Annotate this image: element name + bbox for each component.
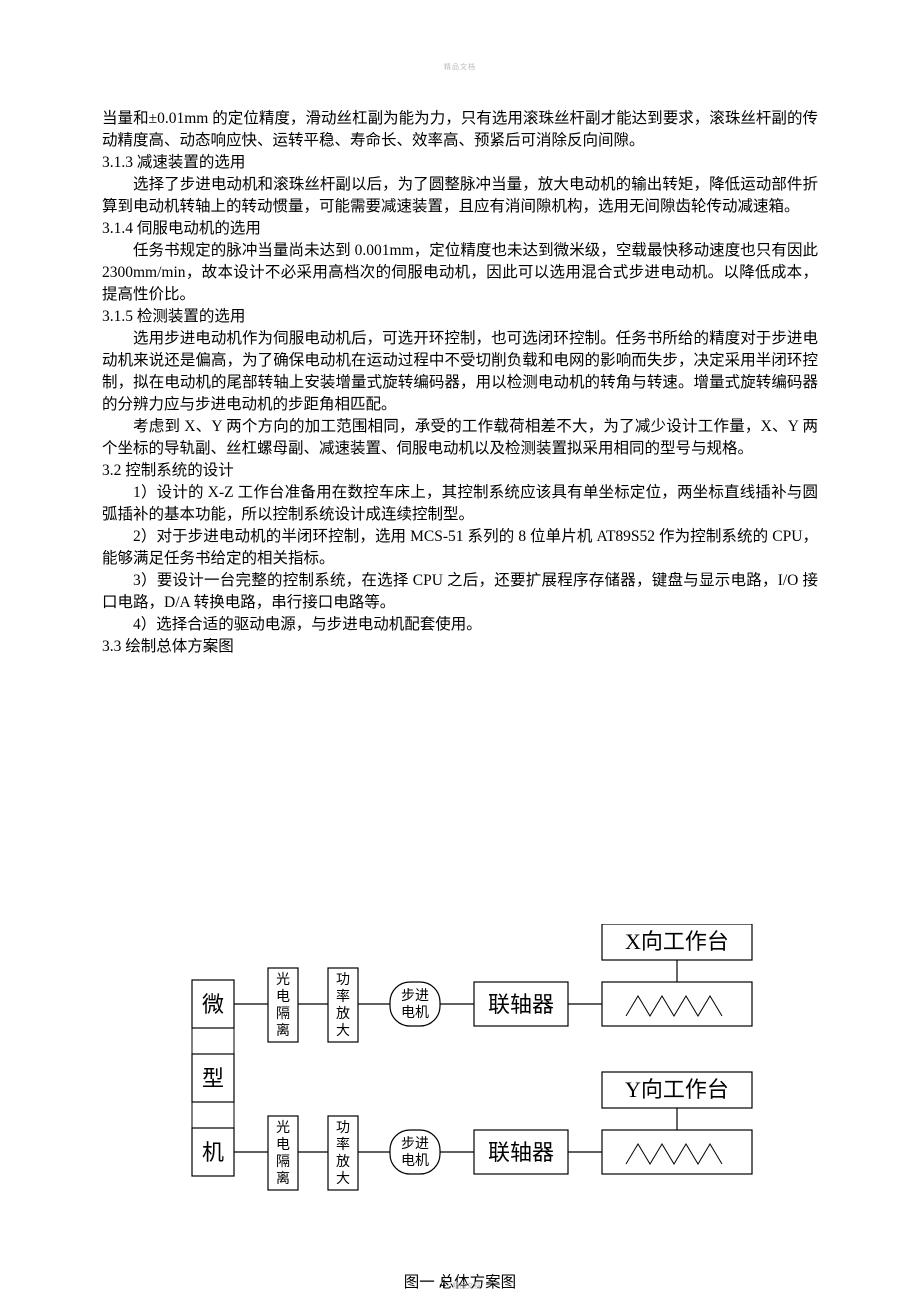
node-opto-bottom: 光 电 隔 离 xyxy=(268,1116,298,1190)
opto-top-c4: 离 xyxy=(276,1022,290,1039)
amp-bot-c2: 率 xyxy=(336,1136,350,1153)
amp-top-c2: 率 xyxy=(336,988,350,1005)
node-stepper-top: 步进 电机 xyxy=(390,982,440,1026)
opto-bot-c3: 隔 xyxy=(276,1154,290,1170)
diagram-svg: 微 型 机 光 电 隔 离 xyxy=(178,924,776,1260)
para-6: 1）设计的 X-Z 工作台准备用在数控车床上，其控制系统应该具有单坐标定位，两坐… xyxy=(102,482,818,526)
para-2: 选择了步进电动机和滚珠丝杆副以后，为了圆整脉冲当量，放大电动机的输出转矩，降低运… xyxy=(102,174,818,218)
para-1: 当量和±0.01mm 的定位精度，滑动丝杠副为能为力，只有选用滚珠丝杆副才能达到… xyxy=(102,108,818,152)
para-5: 考虑到 X、Y 两个方向的加工范围相同，承受的工作载荷相差不大，为了减少设计工作… xyxy=(102,416,818,460)
para-3: 任务书规定的脉冲当量尚未达到 0.001mm，定位精度也未达到微米级，空载最快移… xyxy=(102,240,818,306)
para-8: 3）要设计一台完整的控制系统，在选择 CPU 之后，还要扩展程序存储器，键盘与显… xyxy=(102,570,818,614)
para-7: 2）对于步进电动机的半闭环控制，选用 MCS-51 系列的 8 位单片机 AT8… xyxy=(102,526,818,570)
overall-scheme-diagram: 微 型 机 光 电 隔 离 xyxy=(178,924,776,1260)
opto-top-c2: 电 xyxy=(276,989,290,1005)
stepper-bot-l2: 电机 xyxy=(401,1153,429,1169)
node-stepper-bottom: 步进 电机 xyxy=(390,1130,440,1174)
amp-top-c3: 放 xyxy=(336,1006,350,1022)
stepper-top-l1: 步进 xyxy=(401,988,429,1004)
node-amp-top: 功 率 放 大 xyxy=(328,968,358,1042)
xstage-label: X向工作台 xyxy=(625,929,729,954)
document-page: 精品文档 当量和±0.01mm 的定位精度，滑动丝杠副为能为力，只有选用滚珠丝杆… xyxy=(0,0,920,1302)
heading-3-1-5: 3.1.5 检测装置的选用 xyxy=(102,306,818,328)
coupling-bot-label: 联轴器 xyxy=(488,1140,554,1165)
header-mark: 精品文档 xyxy=(0,62,920,72)
microcomputer-char-2: 型 xyxy=(202,1066,224,1091)
body-text: 当量和±0.01mm 的定位精度，滑动丝杠副为能为力，只有选用滚珠丝杆副才能达到… xyxy=(102,108,818,658)
amp-bot-c1: 功 xyxy=(336,1120,350,1136)
stepper-top-l2: 电机 xyxy=(401,1005,429,1021)
opto-bot-c1: 光 xyxy=(276,1120,290,1136)
amp-bot-c4: 大 xyxy=(336,1171,350,1187)
node-opto-top: 光 电 隔 离 xyxy=(268,968,298,1042)
heading-3-1-3: 3.1.3 减速装置的选用 xyxy=(102,152,818,174)
page-footer: 4 精品文档 xyxy=(0,1276,920,1292)
opto-top-c3: 隔 xyxy=(276,1006,290,1022)
microcomputer-char-3: 机 xyxy=(202,1140,224,1165)
para-9: 4）选择合适的驱动电源，与步进电动机配套使用。 xyxy=(102,614,818,636)
heading-3-1-4: 3.1.4 伺服电动机的选用 xyxy=(102,218,818,240)
stepper-bot-l1: 步进 xyxy=(401,1136,429,1152)
amp-top-c4: 大 xyxy=(336,1023,350,1039)
node-microcomputer: 微 型 机 xyxy=(192,980,234,1176)
ystage-label: Y向工作台 xyxy=(625,1077,729,1102)
heading-3-3: 3.3 绘制总体方案图 xyxy=(102,636,818,658)
amp-top-c1: 功 xyxy=(336,972,350,988)
footer-mark: 精品文档 xyxy=(453,1282,481,1290)
amp-bot-c3: 放 xyxy=(336,1154,350,1170)
para-4: 选用步进电动机作为伺服电动机后，可选开环控制，也可选闭环控制。任务书所给的精度对… xyxy=(102,328,818,416)
opto-bot-c4: 离 xyxy=(276,1170,290,1187)
opto-bot-c2: 电 xyxy=(276,1137,290,1153)
node-coupling-bottom: 联轴器 xyxy=(474,1130,568,1174)
heading-3-2: 3.2 控制系统的设计 xyxy=(102,460,818,482)
microcomputer-char-1: 微 xyxy=(202,992,224,1017)
node-coupling-top: 联轴器 xyxy=(474,982,568,1026)
opto-top-c1: 光 xyxy=(276,972,290,988)
node-ystage: Y向工作台 xyxy=(602,1072,752,1174)
node-amp-bottom: 功 率 放 大 xyxy=(328,1116,358,1190)
page-number: 4 xyxy=(440,1276,447,1291)
node-xstage: X向工作台 xyxy=(602,924,752,1026)
coupling-top-label: 联轴器 xyxy=(488,992,554,1017)
